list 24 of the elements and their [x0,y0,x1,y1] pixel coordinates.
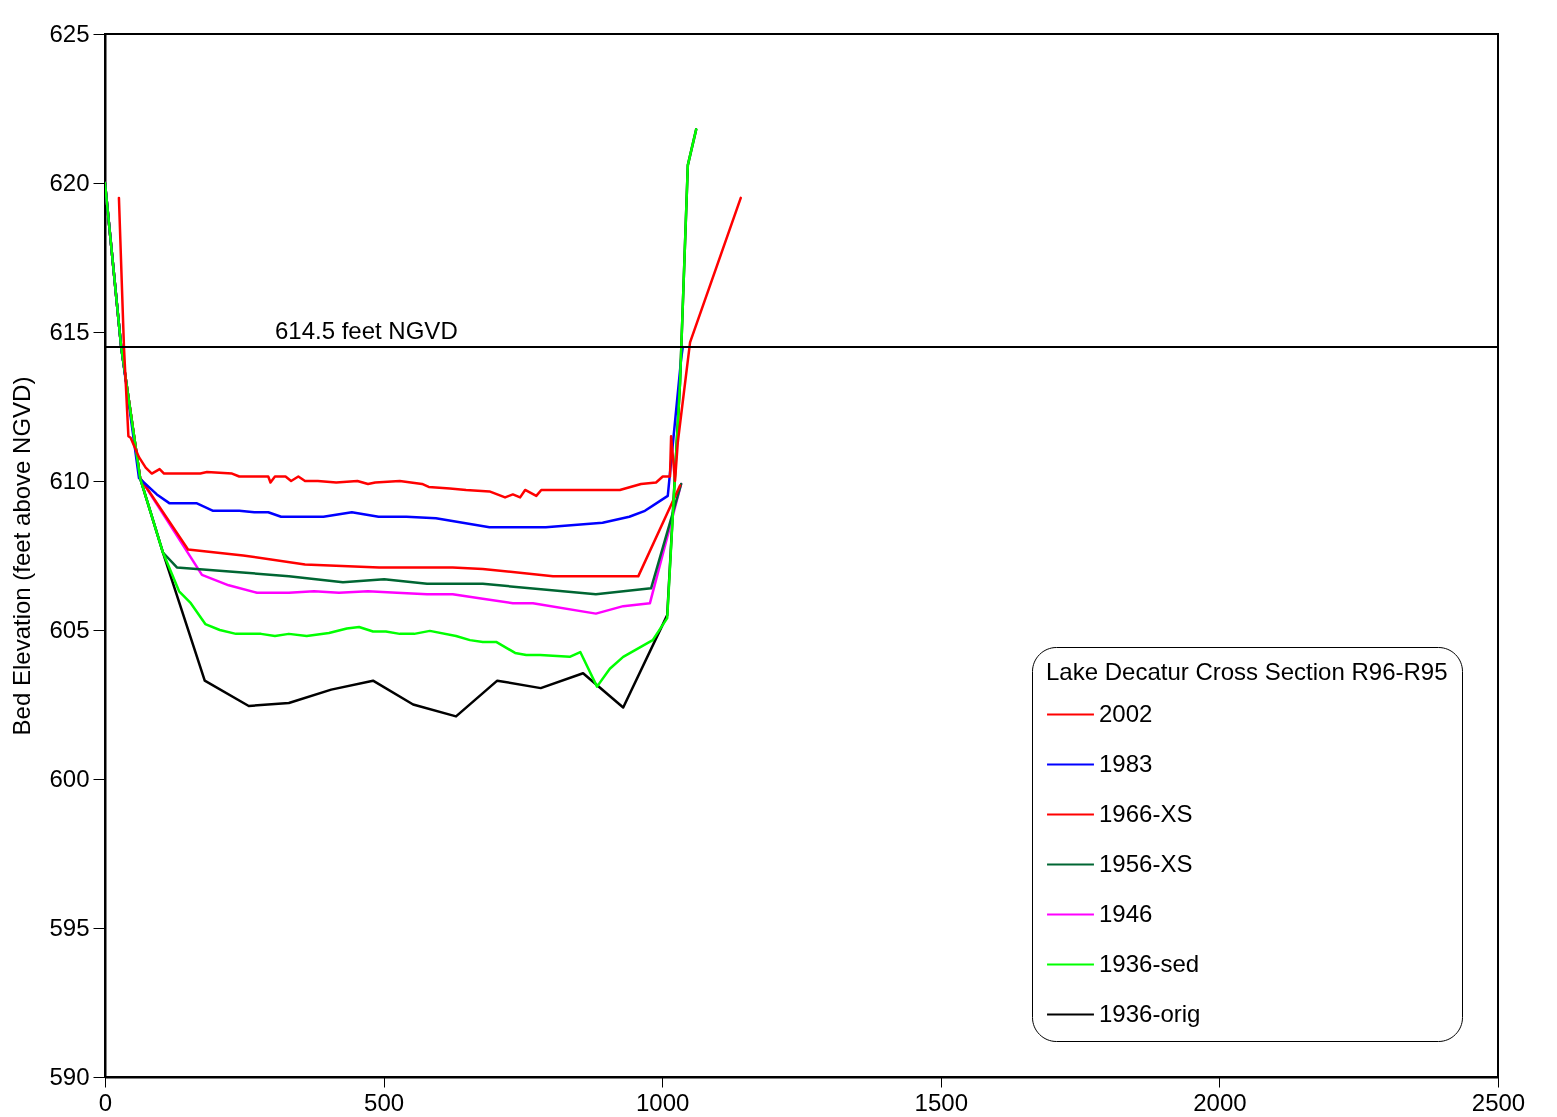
x-tick-label: 0 [98,1088,113,1116]
x-tick-label: 500 [364,1088,405,1116]
legend-label: 2002 [1099,699,1153,727]
y-tick-label: 615 [49,317,90,345]
legend-label: 1956-XS [1099,849,1193,877]
x-tick-label: 2500 [1471,1088,1526,1116]
ref-line-label: 614.5 feet NGVD [274,316,458,344]
x-tick-label: 1500 [914,1088,968,1116]
x-tick-label: 2000 [1193,1088,1247,1116]
y-tick-label: 590 [49,1062,90,1090]
x-tick-label: 1000 [636,1088,690,1116]
y-tick-label: 595 [49,913,90,941]
y-axis-title: Bed Elevation (feet above NGVD) [8,376,36,736]
y-tick-label: 625 [49,19,90,47]
legend-label: 1936-orig [1099,999,1201,1027]
legend-label: 1966-XS [1099,799,1193,827]
legend-label: 1936-sed [1099,949,1200,977]
y-tick-label: 600 [49,764,90,792]
legend-label: 1946 [1099,899,1153,927]
y-tick-label: 620 [49,168,90,196]
legend-label: 1983 [1099,749,1153,777]
y-tick-label: 605 [49,615,90,643]
y-tick-label: 610 [49,466,90,494]
legend-title: Lake Decatur Cross Section R96-R95 [1046,658,1448,685]
